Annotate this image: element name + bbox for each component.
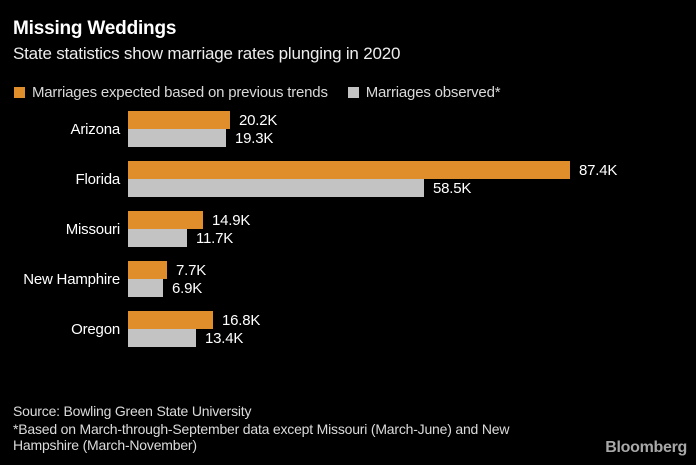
bar-chart: Arizona 20.2K 19.3K Florida 87.4K 58.5K Missou… bbox=[14, 111, 617, 361]
value-label: 58.5K bbox=[433, 179, 472, 197]
value-label: 11.7K bbox=[196, 229, 234, 247]
bar-pair: 16.8K 13.4K bbox=[128, 311, 260, 347]
value-label: 19.3K bbox=[235, 129, 274, 147]
chart-title: Missing Weddings bbox=[13, 18, 177, 39]
expected-bar bbox=[128, 261, 167, 279]
bar-row-expected: 7.7K bbox=[128, 261, 206, 279]
legend-label-expected: Marriages expected based on previous tre… bbox=[32, 84, 328, 101]
category-label: Arizona bbox=[70, 120, 121, 138]
bar-pair: 20.2K 19.3K bbox=[128, 111, 277, 147]
bar-group: Oregon 16.8K 13.4K bbox=[14, 311, 617, 347]
legend-label-observed: Marriages observed* bbox=[365, 84, 501, 101]
expected-bar bbox=[128, 211, 203, 229]
value-label: 87.4K bbox=[579, 161, 618, 179]
value-label: 16.8K bbox=[222, 311, 261, 329]
category-label: Missouri bbox=[65, 220, 120, 238]
value-label: 7.7K bbox=[176, 261, 207, 279]
observed-bar bbox=[128, 129, 226, 147]
observed-bar bbox=[128, 279, 163, 297]
expected-bar bbox=[128, 311, 213, 329]
value-label: 6.9K bbox=[172, 279, 203, 297]
bar-row-observed: 19.3K bbox=[128, 129, 277, 147]
observed-bar bbox=[128, 179, 424, 197]
category-label: Oregon bbox=[71, 320, 120, 338]
bar-row-expected: 87.4K bbox=[128, 161, 617, 179]
legend-item-observed: Marriages observed* bbox=[347, 84, 501, 101]
bar-group: Florida 87.4K 58.5K bbox=[14, 161, 617, 197]
observed-bar bbox=[128, 229, 187, 247]
bar-pair: 14.9K 11.7K bbox=[128, 211, 250, 247]
category-label: New Hamphire bbox=[23, 270, 120, 288]
bloomberg-logo: Bloomberg bbox=[605, 439, 687, 456]
value-label: 20.2K bbox=[239, 111, 278, 129]
legend-item-expected: Marriages expected based on previous tre… bbox=[14, 84, 328, 101]
value-label: 13.4K bbox=[205, 329, 244, 347]
bar-row-observed: 58.5K bbox=[128, 179, 617, 197]
bar-row-observed: 11.7K bbox=[128, 229, 250, 247]
category-label: Florida bbox=[75, 170, 121, 188]
bar-row-observed: 13.4K bbox=[128, 329, 260, 347]
bar-row-observed: 6.9K bbox=[128, 279, 206, 297]
chart-subtitle: State statistics show marriage rates plu… bbox=[13, 44, 401, 63]
legend: Marriages expected based on previous tre… bbox=[14, 84, 501, 101]
expected-bar bbox=[128, 111, 230, 129]
footnote-text: *Based on March-through-September data e… bbox=[13, 421, 510, 453]
legend-swatch-expected-icon bbox=[14, 87, 25, 98]
bar-pair: 7.7K 6.9K bbox=[128, 261, 206, 297]
expected-bar bbox=[128, 161, 570, 179]
bar-pair: 87.4K 58.5K bbox=[128, 161, 617, 197]
legend-swatch-observed-icon bbox=[347, 87, 359, 98]
header: Missing Weddings State statistics show m… bbox=[13, 18, 400, 64]
bar-row-expected: 20.2K bbox=[128, 111, 277, 129]
bar-row-expected: 16.8K bbox=[128, 311, 260, 329]
observed-bar bbox=[128, 329, 196, 347]
source-text: Source: Bowling Green State University bbox=[13, 403, 252, 419]
bar-row-expected: 14.9K bbox=[128, 211, 250, 229]
bar-group: New Hamphire 7.7K 6.9K bbox=[14, 261, 617, 297]
bar-group: Missouri 14.9K 11.7K bbox=[14, 211, 617, 247]
footer: Source: Bowling Green State University *… bbox=[13, 403, 561, 453]
value-label: 14.9K bbox=[212, 211, 251, 229]
bar-group: Arizona 20.2K 19.3K bbox=[14, 111, 617, 147]
